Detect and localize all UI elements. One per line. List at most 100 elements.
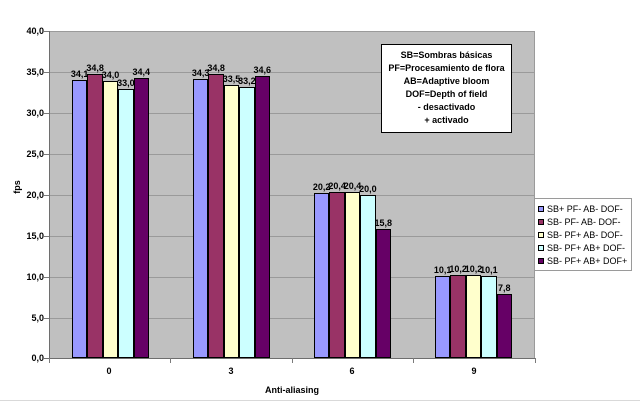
x-tick-mark [49,358,50,363]
y-tick-mark [44,318,49,319]
bar [102,80,119,358]
bar-value-label: 10,2 [464,263,483,274]
annotation-line: SB=Sombras básicas [400,50,493,60]
y-tick-label: 25,0 [26,149,44,159]
y-tick-label: 40,0 [26,26,44,36]
bar [133,77,149,358]
gridline [50,195,534,196]
legend-item[interactable]: SB- PF+ AB+ DOF- [538,241,627,254]
legend-label: SB- PF- AB- DOF- [547,216,621,227]
x-tick-mark [292,358,293,363]
y-tick-mark [44,154,49,155]
bars-layer: 34,1 34,8 34,0 33,0 34,4 34,3 34,8 33,5 33,2 34,6… [50,32,534,358]
bar-value-label: 7,8 [498,283,511,294]
y-tick-label: 5,0 [31,313,44,323]
x-tick-label-6: 6 [349,366,355,376]
gridline [50,72,534,73]
bar [239,87,255,358]
bar-value-label: 34,4 [132,66,151,77]
y-tick-label: 35,0 [26,67,44,77]
legend-item[interactable]: SB- PF+ AB- DOF- [538,228,627,241]
y-tick-mark [44,31,49,32]
bar-value-label: 10,2 [449,263,467,274]
bar [193,78,209,358]
bar-value-label: 34,1 [70,69,89,80]
bar-value-label: 34,6 [253,65,272,75]
y-tick-mark [44,236,49,237]
bar-value-label: 15,8 [374,218,393,229]
bar-value-label: 20,2 [312,182,331,193]
x-tick-label-0: 0 [106,366,112,376]
y-tick-label: 30,0 [26,108,44,118]
y-tick-mark [44,277,49,278]
x-tick-mark [535,358,536,363]
legend-swatch-icon [538,244,544,251]
bar-value-label: 34,0 [101,69,120,80]
y-tick-label: 15,0 [26,231,44,241]
bar-value-label: 33,5 [222,74,241,84]
y-axis-title: fps [12,180,22,194]
bar [329,191,345,358]
gridline [50,154,534,155]
bar [223,85,240,358]
x-tick-mark [170,358,171,363]
bar [314,193,330,358]
x-axis-title: Anti-aliasing [264,385,319,395]
bar [375,229,391,358]
legend-item[interactable]: SB+ PF- AB- DOF- [538,202,627,215]
chart-legend: SB+ PF- AB- DOF- SB- PF- AB- DOF- SB- PF… [534,198,633,271]
legend-item[interactable]: SB- PF+ AB+ DOF+ [538,254,627,267]
y-tick-label: 10,0 [26,272,44,282]
legend-label: SB- PF+ AB+ DOF- [547,242,626,253]
x-axis-line [44,358,536,359]
bar [496,294,512,358]
x-tick-label-3: 3 [228,366,234,376]
bar-value-label: 34,3 [191,67,210,78]
bar [450,274,466,358]
legend-swatch-icon [538,231,544,238]
x-tick-label-9: 9 [471,366,477,376]
bar-value-label: 33,0 [117,78,135,89]
y-tick-label: 0,0 [31,353,44,363]
y-tick-mark [44,113,49,114]
bar [344,191,361,358]
bar-value-label: 33,2 [238,76,256,87]
y-tick-mark [44,72,49,73]
bar [254,76,270,358]
annotation-line: + activado [424,115,469,125]
gridline [50,277,534,278]
legend-swatch-icon [538,218,544,225]
bar [208,74,224,358]
annotation-line: DOF=Depth of field [405,89,488,99]
bar-value-label: 20,4 [328,180,346,191]
gridline [50,236,534,237]
y-axis-line [49,31,50,358]
bar [360,195,376,358]
bar [481,275,497,358]
bar-value-label: 10,1 [433,264,452,275]
annotation-line: PF=Procesamiento de flora [388,63,505,73]
legend-swatch-icon [538,205,544,212]
legend-label: SB- PF+ AB+ DOF+ [547,255,628,266]
y-tick-label: 20,0 [26,190,44,200]
annotation-line: AB=Adaptive bloom [403,76,490,86]
legend-label: SB+ PF- AB- DOF- [547,203,623,214]
bar-value-label: 34,8 [86,63,104,74]
annotation-textbox: SB=Sombras básicas PF=Procesamiento de f… [381,44,512,133]
bar-value-label: 34,8 [207,63,225,74]
bar-value-label: 20,4 [343,180,362,191]
bar-value-label: 20,0 [359,184,377,194]
bar [118,89,134,358]
annotation-line: - desactivado [417,102,476,112]
legend-label: SB- PF+ AB- DOF- [547,229,623,240]
gridline [50,113,534,114]
legend-item[interactable]: SB- PF- AB- DOF- [538,215,627,228]
legend-swatch-icon [538,257,544,264]
x-tick-mark [413,358,414,363]
bar-value-label: 10,1 [480,264,498,275]
bar [465,274,482,358]
bar [87,74,103,358]
y-tick-mark [44,195,49,196]
bar [435,275,451,358]
